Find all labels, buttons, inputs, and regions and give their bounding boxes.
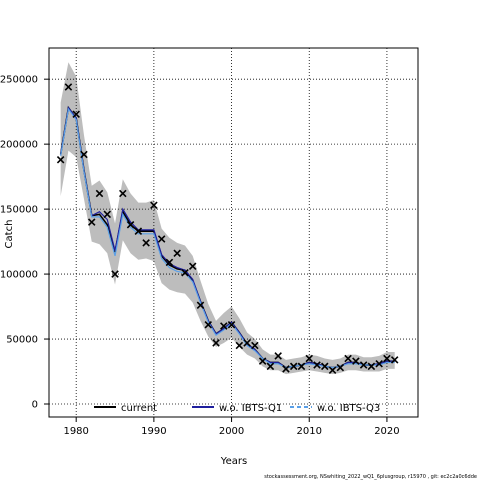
observed-point bbox=[328, 366, 337, 374]
observed-point bbox=[297, 362, 306, 371]
observed-point bbox=[157, 235, 166, 243]
x-tick-label: 2020 bbox=[374, 426, 399, 437]
legend-item-1: current bbox=[94, 403, 157, 414]
y-tick-label: 250000 bbox=[0, 75, 38, 86]
legend: current w.o. IBTS-Q1 w.o. IBTS-Q3 bbox=[94, 403, 380, 414]
observed-point bbox=[72, 110, 80, 119]
observed-point bbox=[243, 339, 251, 347]
observed-point bbox=[150, 201, 158, 209]
y-tick-label: 50000 bbox=[6, 335, 38, 346]
legend-label: w.o. IBTS-Q1 bbox=[219, 403, 282, 414]
observed-point bbox=[212, 339, 220, 347]
observed-point bbox=[352, 357, 360, 365]
observed-point bbox=[126, 220, 135, 229]
observed-point bbox=[344, 354, 352, 363]
x-ticks-layer: 1980 1990 2000 2010 2020 bbox=[63, 417, 400, 437]
observed-point bbox=[87, 218, 96, 226]
observed-point bbox=[204, 320, 213, 329]
observed-point bbox=[274, 352, 282, 360]
legend-item-3: w.o. IBTS-Q3 bbox=[290, 403, 380, 414]
observed-points-layer bbox=[56, 83, 399, 374]
observed-point bbox=[289, 362, 298, 371]
x-tick-label: 2010 bbox=[297, 426, 322, 437]
legend-label: current bbox=[121, 403, 157, 414]
observed-point bbox=[64, 83, 73, 91]
observed-point bbox=[173, 249, 181, 258]
observed-point bbox=[142, 239, 150, 247]
observed-point bbox=[321, 362, 329, 371]
observed-point bbox=[103, 210, 112, 219]
observed-point bbox=[56, 155, 65, 164]
legend-label: w.o. IBTS-Q3 bbox=[317, 403, 380, 414]
x-tick-label: 1980 bbox=[63, 426, 88, 437]
footer-credit: stockassessment.org, NSwhiting_2022_wQ1_… bbox=[264, 474, 477, 480]
observed-point bbox=[181, 269, 189, 277]
observed-point bbox=[188, 262, 197, 271]
observed-point bbox=[165, 258, 174, 267]
observed-point bbox=[367, 362, 376, 371]
observed-point bbox=[196, 301, 205, 310]
observed-point bbox=[383, 354, 391, 363]
observed-point bbox=[390, 356, 399, 364]
y-ticks-layer: 0 50000 100000 150000 200000 250000 bbox=[0, 75, 49, 411]
y-tick-label: 150000 bbox=[0, 205, 38, 216]
observed-point bbox=[95, 189, 104, 198]
observed-point bbox=[227, 320, 236, 329]
y-axis-title: Catch bbox=[4, 220, 15, 249]
observed-point bbox=[359, 361, 368, 369]
observed-point bbox=[251, 341, 259, 350]
observed-point bbox=[336, 363, 345, 372]
observed-point bbox=[282, 365, 290, 373]
observed-point bbox=[134, 227, 143, 235]
observed-point bbox=[375, 359, 383, 368]
x-tick-label: 2000 bbox=[219, 426, 244, 437]
x-axis-title: Years bbox=[220, 456, 247, 467]
observed-point bbox=[258, 357, 267, 365]
observed-point bbox=[305, 354, 314, 363]
legend-item-2: w.o. IBTS-Q1 bbox=[192, 403, 282, 414]
observed-point bbox=[80, 150, 88, 159]
observed-point bbox=[313, 361, 321, 369]
plot-frame bbox=[48, 47, 419, 418]
observed-point bbox=[235, 341, 244, 350]
observed-point bbox=[266, 362, 275, 371]
y-tick-label: 100000 bbox=[0, 270, 38, 281]
observed-point bbox=[119, 189, 127, 198]
x-tick-label: 1990 bbox=[141, 426, 166, 437]
observed-point bbox=[111, 270, 119, 278]
y-tick-label: 200000 bbox=[0, 140, 38, 151]
observed-point bbox=[220, 322, 228, 330]
y-tick-label: 0 bbox=[32, 400, 38, 411]
